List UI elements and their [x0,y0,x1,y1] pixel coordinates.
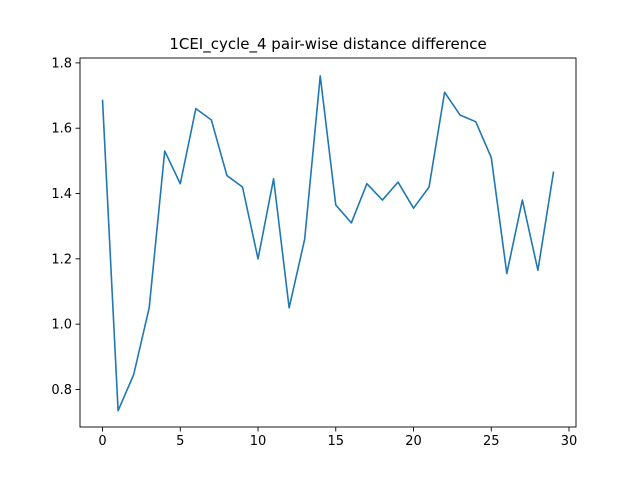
x-tick-label: 25 [483,434,500,449]
y-tick-label: 1.8 [51,56,72,71]
y-tick-label: 1.2 [51,252,72,267]
axes-frame [79,57,577,428]
plot-area: 0 5 10 15 20 25 30 0.8 1.0 1.2 1.4 1.6 1.8 [51,56,577,449]
x-tick-label: 10 [250,434,267,449]
y-tick-label: 1.4 [51,187,72,202]
x-tick-label: 0 [98,434,106,449]
x-tick-label: 30 [561,434,578,449]
x-tick-label: 15 [328,434,345,449]
y-tick-label: 0.8 [51,383,72,398]
y-tick-label: 1.6 [51,122,72,137]
y-tick-label: 1.0 [51,318,72,333]
series-line-0 [101,75,555,412]
x-tick-label: 20 [405,434,422,449]
chart-title: 1CEI_cycle_4 pair-wise distance differen… [169,35,486,54]
x-tick-label: 5 [176,434,184,449]
